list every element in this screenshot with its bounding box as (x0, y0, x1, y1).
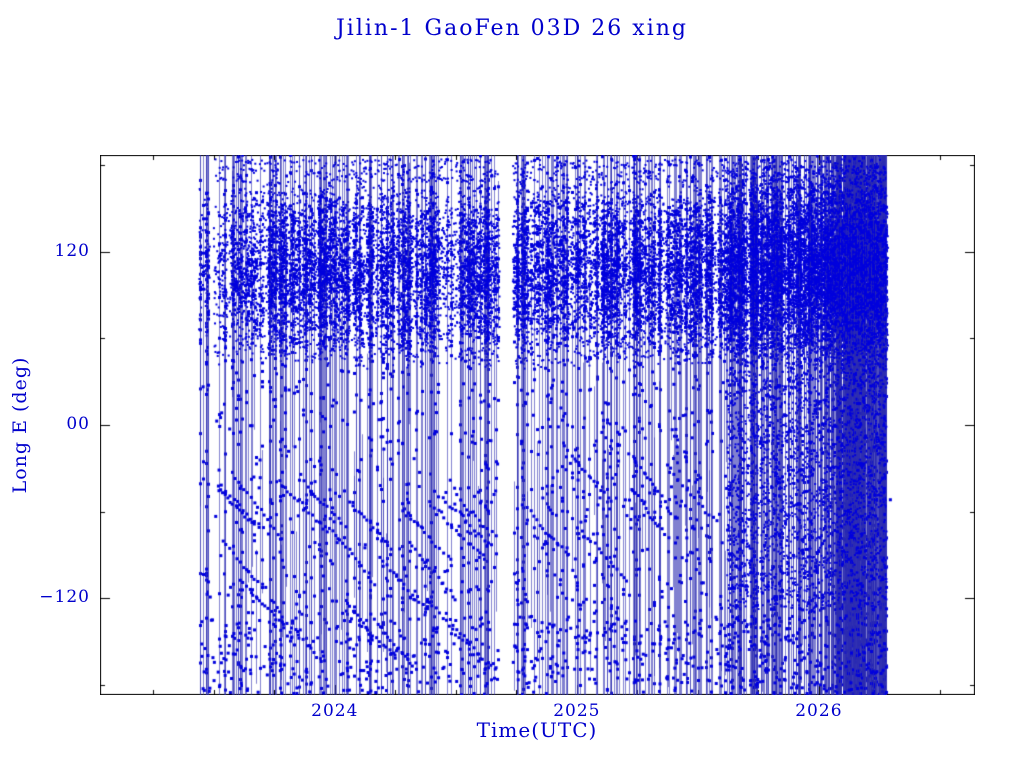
y-tick-label: 120 (54, 240, 90, 261)
x-tick-label: 2026 (795, 701, 843, 721)
plot-area (100, 155, 975, 695)
x-axis-label: Time(UTC) (476, 718, 598, 742)
chart-title: Jilin-1 GaoFen 03D 26 xing (335, 16, 688, 41)
y-tick-label: −120 (39, 587, 90, 608)
x-tick-label: 2024 (311, 701, 359, 721)
y-tick-label: 00 (66, 414, 90, 434)
x-tick-label: 2025 (553, 701, 601, 721)
